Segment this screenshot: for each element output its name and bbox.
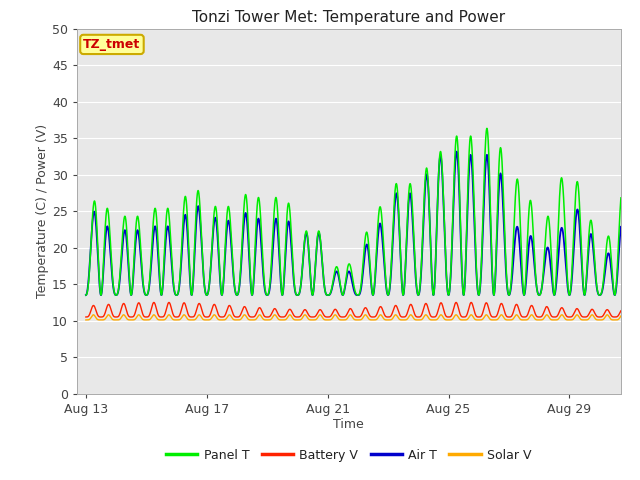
- Legend: Panel T, Battery V, Air T, Solar V: Panel T, Battery V, Air T, Solar V: [161, 444, 536, 467]
- Text: TZ_tmet: TZ_tmet: [83, 38, 141, 51]
- Title: Tonzi Tower Met: Temperature and Power: Tonzi Tower Met: Temperature and Power: [192, 10, 506, 25]
- X-axis label: Time: Time: [333, 419, 364, 432]
- Y-axis label: Temperature (C) / Power (V): Temperature (C) / Power (V): [36, 124, 49, 298]
